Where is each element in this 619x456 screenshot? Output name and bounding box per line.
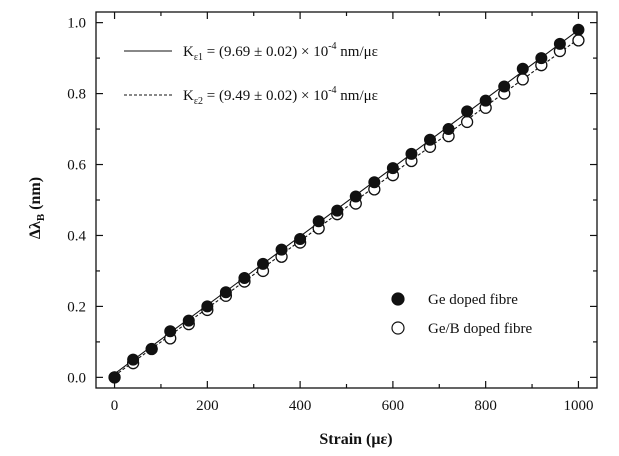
data-point-ge — [146, 343, 157, 354]
x-tick-label: 400 — [289, 398, 312, 414]
data-point-geb — [517, 74, 528, 85]
x-tick-label: 1000 — [563, 398, 593, 414]
legend-label-geb: Ge/B doped fibre — [428, 321, 532, 337]
data-point-ge — [220, 287, 231, 298]
data-point-ge — [536, 53, 547, 64]
data-point-ge — [165, 326, 176, 337]
x-axis-title: Strain (με) — [319, 431, 392, 448]
data-point-geb — [573, 35, 584, 46]
y-axis-title: ΔλB (nm) — [27, 177, 47, 239]
x-tick-label: 0 — [111, 398, 119, 414]
y-tick-label: 0.4 — [67, 228, 86, 244]
data-point-ge — [573, 24, 584, 35]
y-tick-label: 0.0 — [67, 370, 86, 386]
data-point-ge — [443, 124, 454, 135]
fit-legend-label-1: Kε1 = (9.69 ± 0.02) × 10-4 nm/με — [183, 41, 378, 63]
data-point-ge — [128, 354, 139, 365]
data-point-ge — [425, 134, 436, 145]
data-point-ge — [239, 273, 250, 284]
data-point-ge — [109, 372, 120, 383]
y-tick-label: 0.6 — [67, 158, 86, 174]
data-point-ge — [499, 81, 510, 92]
marker-legend: Ge doped fibre Ge/B doped fibre — [392, 292, 532, 337]
data-point-ge — [276, 244, 287, 255]
x-tick-label: 200 — [196, 398, 219, 414]
y-tick-label: 0.8 — [67, 87, 86, 103]
data-point-ge — [295, 234, 306, 245]
y-tick-label: 1.0 — [67, 16, 86, 32]
data-point-ge — [462, 106, 473, 117]
data-point-ge — [517, 63, 528, 74]
x-tick-label: 600 — [382, 398, 405, 414]
legend-marker-open — [392, 322, 404, 334]
legend-label-ge: Ge doped fibre — [428, 292, 518, 308]
data-point-ge — [387, 163, 398, 174]
fit-legend-label-2: Kε2 = (9.49 ± 0.02) × 10-4 nm/με — [183, 85, 378, 107]
data-point-ge — [183, 315, 194, 326]
data-point-ge — [480, 95, 491, 106]
data-point-geb — [462, 116, 473, 127]
data-point-ge — [554, 38, 565, 49]
legend-marker-filled — [392, 293, 404, 305]
data-point-ge — [202, 301, 213, 312]
x-tick-label: 800 — [474, 398, 497, 414]
data-point-ge — [369, 177, 380, 188]
y-tick-label: 0.2 — [67, 299, 86, 315]
data-point-ge — [313, 216, 324, 227]
data-point-ge — [406, 148, 417, 159]
fit-legend: Kε1 = (9.69 ± 0.02) × 10-4 nm/με Kε2 = (… — [124, 41, 378, 107]
data-point-ge — [350, 191, 361, 202]
data-point-ge — [332, 205, 343, 216]
data-point-ge — [258, 258, 269, 269]
